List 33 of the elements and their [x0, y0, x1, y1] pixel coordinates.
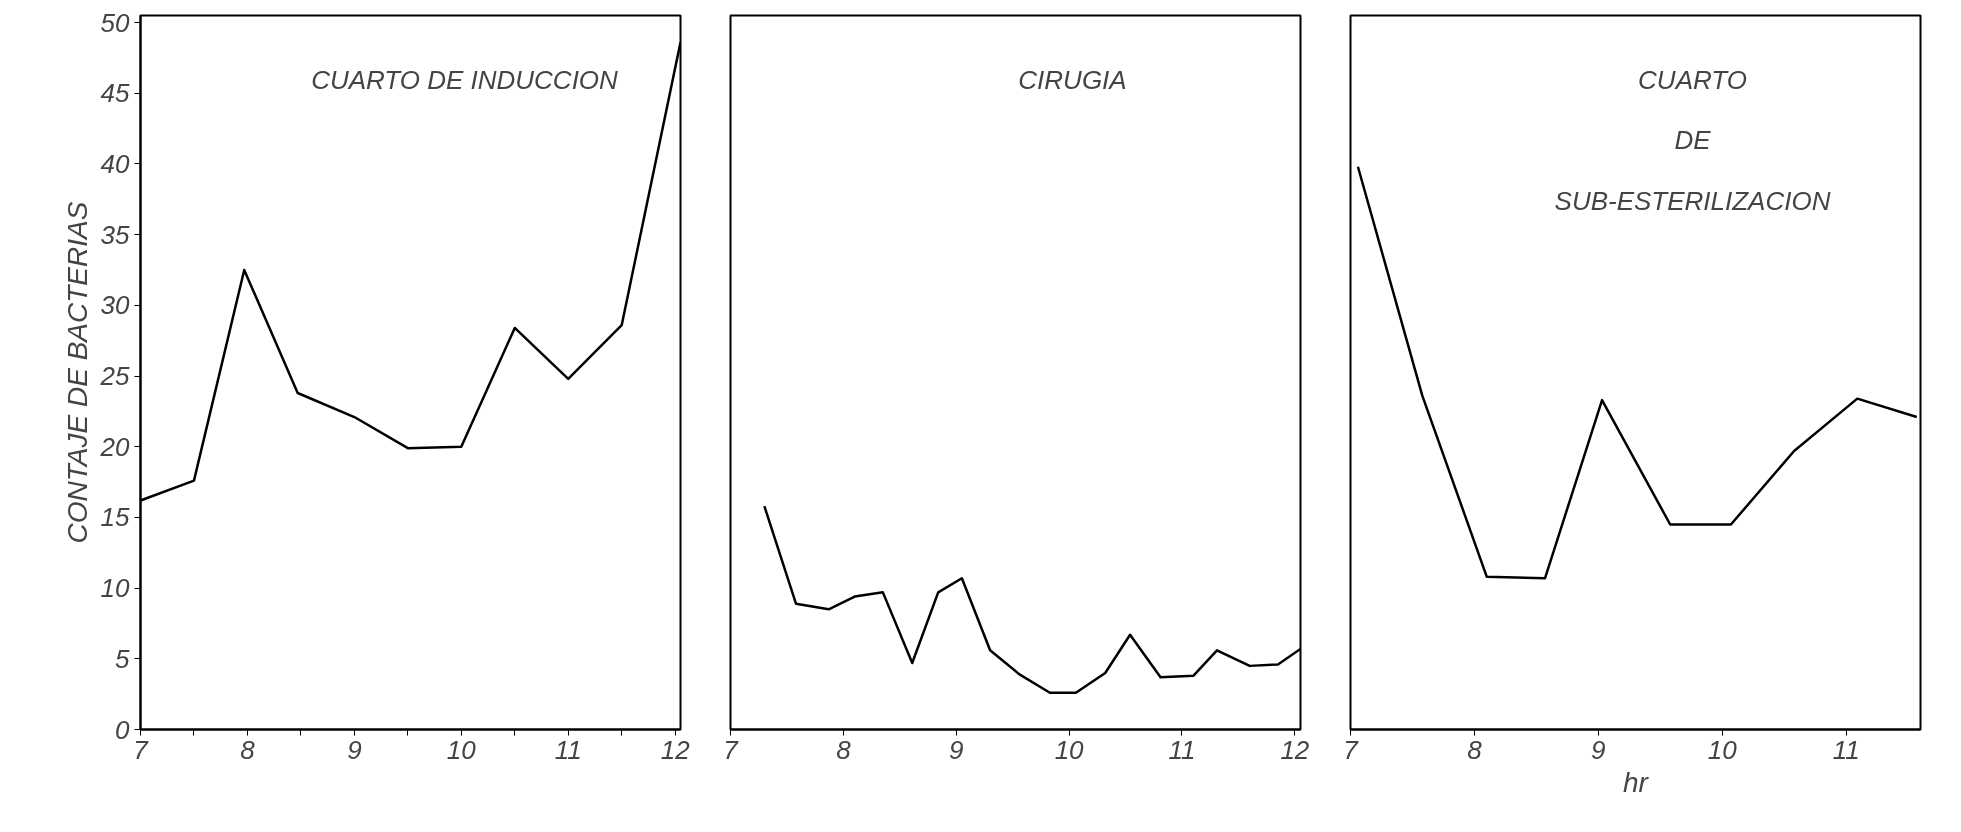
- x-tick-label: 9: [1591, 734, 1606, 765]
- x-tick-label: 10: [1707, 734, 1738, 765]
- y-axis-title: CONTAJE DE BACTERIAS: [61, 201, 93, 544]
- x-tick-label: 7: [723, 734, 740, 765]
- y-tick-label: 0: [115, 714, 131, 745]
- y-tick-label: 30: [100, 290, 131, 321]
- text: CIRUGIA: [1018, 64, 1127, 95]
- text: CUARTO DE INDUCCION: [311, 64, 619, 95]
- x-tick-label: 9: [347, 734, 362, 765]
- y-tick-label: 35: [100, 219, 131, 250]
- x-tick-label: 11: [1832, 734, 1860, 765]
- y-tick-label: 50: [100, 7, 131, 38]
- y-tick-label: 45: [100, 78, 131, 109]
- y-tick-label: 15: [100, 502, 131, 533]
- x-tick-label: 12: [1280, 734, 1310, 765]
- x-tick-label: 11: [1168, 734, 1196, 765]
- x-tick-label: 12: [660, 734, 691, 765]
- x-tick-label: 7: [1343, 734, 1360, 765]
- y-tick-label: 20: [99, 431, 131, 462]
- y-tick-label: 25: [99, 361, 131, 392]
- y-tick-label: 10: [100, 573, 131, 604]
- y-tick-label: 40: [100, 148, 131, 179]
- y-tick-label: 5: [115, 643, 131, 674]
- x-axis-title: hr: [1623, 766, 1650, 798]
- x-tick-label: 10: [446, 734, 477, 765]
- x-tick-label: 9: [949, 734, 964, 765]
- x-tick-label: 11: [554, 734, 582, 765]
- x-tick-label: 8: [836, 734, 852, 765]
- x-tick-label: 8: [240, 734, 256, 765]
- x-tick-label: 8: [1467, 734, 1483, 765]
- x-tick-label: 7: [133, 734, 150, 765]
- x-tick-label: 10: [1054, 734, 1085, 765]
- text: CUARTO DE SUB-ESTERILIZACION: [1554, 64, 1831, 217]
